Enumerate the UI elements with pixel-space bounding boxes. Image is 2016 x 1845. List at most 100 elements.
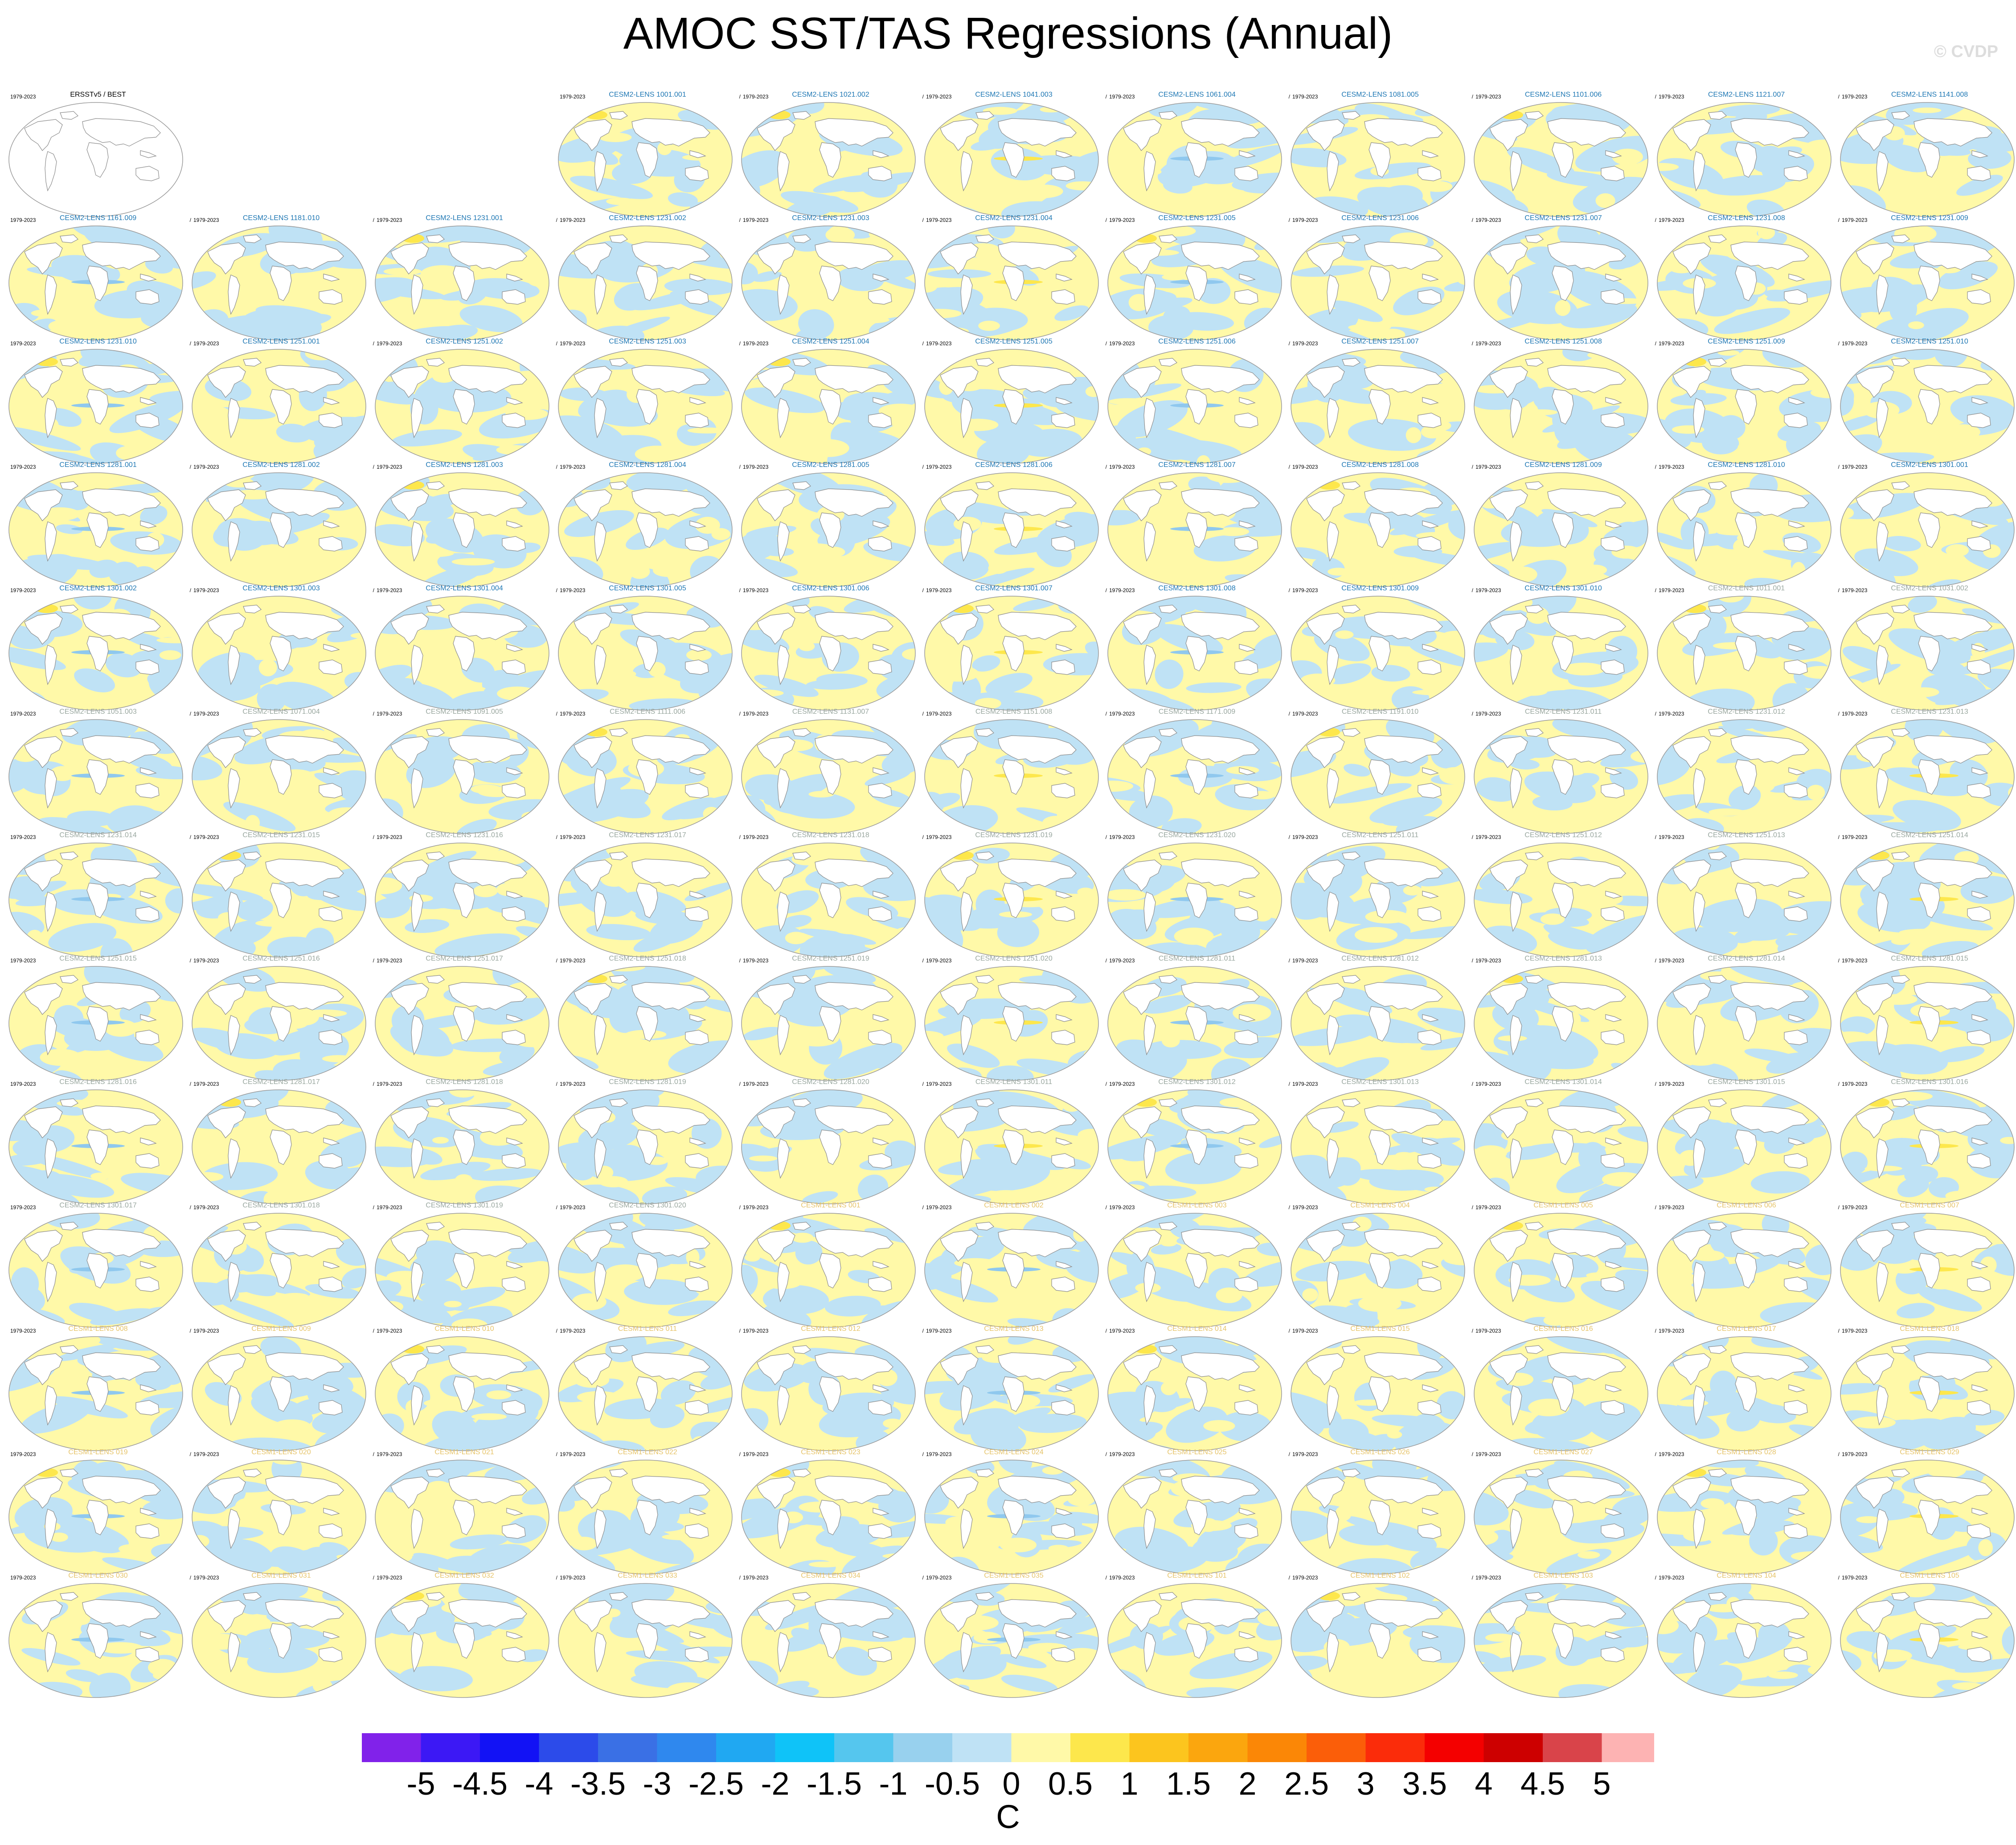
world-map: [558, 1336, 733, 1451]
world-map: [1291, 1460, 1465, 1575]
panel-title: CESM2-LENS 1191.010: [1341, 708, 1419, 716]
separator-slash: /: [189, 1451, 191, 1457]
map-panel: 1979-2023/CESM1-LENS 021: [373, 1448, 557, 1575]
world-map: [1291, 225, 1465, 340]
panel-title: CESM1-LENS 033: [618, 1572, 677, 1579]
world-map: [192, 966, 366, 1081]
period-label: 1979-2023: [1109, 1328, 1135, 1334]
panel-title: CESM2-LENS 1281.010: [1708, 461, 1785, 469]
world-map: [741, 349, 916, 464]
panel-title: CESM2-LENS 1051.003: [59, 708, 137, 716]
world-map: [375, 1336, 549, 1451]
period-label: 1979-2023: [560, 1451, 586, 1457]
separator-slash: /: [1105, 1081, 1107, 1087]
period-label: 1979-2023: [560, 1081, 586, 1087]
colorbar-tick-label: 5: [1593, 1766, 1610, 1800]
colorbar-swatch: [716, 1733, 775, 1762]
panel-title: CESM2-LENS 1301.007: [975, 585, 1053, 592]
world-map: [558, 472, 733, 587]
panel-title: CESM2-LENS 1281.003: [426, 461, 503, 469]
panel-title: CESM2-LENS 1181.010: [242, 214, 320, 222]
map-panel: 1979-2023/CESM2-LENS 1251.001: [190, 338, 374, 464]
map-panel: 1979-2023/CESM1-LENS 002: [922, 1202, 1107, 1328]
separator-slash: /: [1838, 217, 1840, 223]
world-map: [1291, 966, 1465, 1081]
period-label: 1979-2023: [193, 1451, 219, 1457]
world-map: [1291, 102, 1465, 217]
map-panel: 1979-2023/CESM2-LENS 1281.017: [190, 1078, 374, 1204]
separator-slash: /: [922, 957, 924, 964]
panel-title: CESM2-LENS 1231.009: [1891, 214, 1968, 222]
world-map: [1474, 719, 1648, 834]
period-label: 1979-2023: [926, 957, 952, 964]
colorbar-tick-label: 2.5: [1284, 1766, 1329, 1800]
world-map: [192, 1336, 366, 1451]
separator-slash: /: [1655, 1204, 1656, 1211]
map-panel: 1979-2023/CESM2-LENS 1251.008: [1472, 338, 1656, 464]
world-map: [192, 1583, 366, 1698]
separator-slash: /: [1471, 1328, 1473, 1334]
period-label: 1979-2023: [1659, 957, 1684, 964]
period-label: 1979-2023: [926, 340, 952, 347]
period-label: 1979-2023: [743, 340, 769, 347]
separator-slash: /: [1471, 1451, 1473, 1457]
world-map: [1474, 1089, 1648, 1204]
period-label: 1979-2023: [1842, 464, 1868, 470]
map-panel: 1979-2023/CESM2-LENS 1041.003: [922, 91, 1107, 217]
colorbar-tick-label: 2: [1238, 1766, 1256, 1800]
period-label: 1979-2023: [926, 1451, 952, 1457]
map-panel: 1979-2023/ CESM2-LENS 1031.002: [1838, 585, 2016, 711]
map-panel: 1979-2023/CESM2-LENS 1301.018: [190, 1202, 374, 1328]
map-panel: 1979-2023 / CESM2-LENS 1281.001: [7, 461, 191, 587]
separator-slash: /: [1105, 957, 1107, 964]
period-label: 1979-2023: [1659, 94, 1684, 100]
period-label: 1979-2023: [926, 1328, 952, 1334]
colorbar-swatch: [834, 1733, 893, 1762]
separator-slash: /: [556, 1204, 557, 1211]
separator-slash: /: [1838, 464, 1840, 470]
panel-title: CESM1-LENS 005: [1533, 1202, 1593, 1209]
period-label: 1979-2023: [10, 1328, 36, 1334]
separator-slash: /: [1838, 94, 1840, 100]
separator-slash: /: [922, 1081, 924, 1087]
map-panel: 1979-2023/CESM2-LENS 1281.010: [1655, 461, 1840, 587]
panel-title: CESM1-LENS 104: [1717, 1572, 1776, 1579]
colorbar-swatch: [952, 1733, 1012, 1762]
panel-title: CESM2-LENS 1151.008: [975, 708, 1053, 716]
panel-title: CESM2-LENS 1251.002: [426, 338, 503, 345]
map-panel: 1979-2023/CESM2-LENS 1301.007: [922, 585, 1107, 711]
period-label: 1979-2023: [10, 94, 36, 100]
period-label: 1979-2023: [10, 1204, 36, 1211]
map-panel: 1979-2023/ CESM2-LENS 1301.016: [1838, 1078, 2016, 1204]
panel-title: CESM2-LENS 1301.015: [1708, 1078, 1785, 1086]
world-map: [1107, 719, 1282, 834]
map-panel: 1979-2023 / CESM2-LENS 1001.001: [556, 91, 741, 217]
period-label: 1979-2023: [926, 711, 952, 717]
separator-slash: /: [1655, 464, 1656, 470]
map-panel: 1979-2023/ CESM2-LENS 1251.010: [1838, 338, 2016, 464]
separator-slash: /: [1838, 1575, 1840, 1581]
panel-title: CESM1-LENS 014: [1167, 1325, 1227, 1333]
colorbar-tick-label: -2.5: [688, 1766, 744, 1800]
separator-slash: /: [556, 1081, 557, 1087]
panel-title: ERSSTv5 / BEST: [70, 91, 126, 98]
separator-slash: /: [1838, 834, 1840, 840]
map-panel: 1979-2023 / CESM2-LENS 1301.002: [7, 585, 191, 711]
world-map: [1657, 1460, 1832, 1575]
world-map: [192, 225, 366, 340]
separator-slash: /: [556, 340, 557, 347]
panel-title: CESM2-LENS 1301.020: [609, 1202, 686, 1209]
world-map: [1107, 596, 1282, 711]
panel-title: CESM2-LENS 1251.015: [59, 955, 137, 962]
world-map: [924, 1089, 1099, 1204]
world-map: [192, 596, 366, 711]
panel-title: CESM2-LENS 1301.011: [975, 1078, 1053, 1086]
map-panel: 1979-2023/CESM2-LENS 1231.015: [190, 831, 374, 957]
world-map: [375, 1583, 549, 1698]
map-panel: 1979-2023/CESM2-LENS 1281.012: [1289, 955, 1473, 1081]
separator-slash: /: [373, 1451, 374, 1457]
period-label: 1979-2023: [1292, 1328, 1318, 1334]
panel-title: CESM2-LENS 1251.011: [1341, 831, 1419, 839]
panel-title: CESM2-LENS 1251.014: [1891, 831, 1968, 839]
separator-slash: /: [1288, 464, 1290, 470]
